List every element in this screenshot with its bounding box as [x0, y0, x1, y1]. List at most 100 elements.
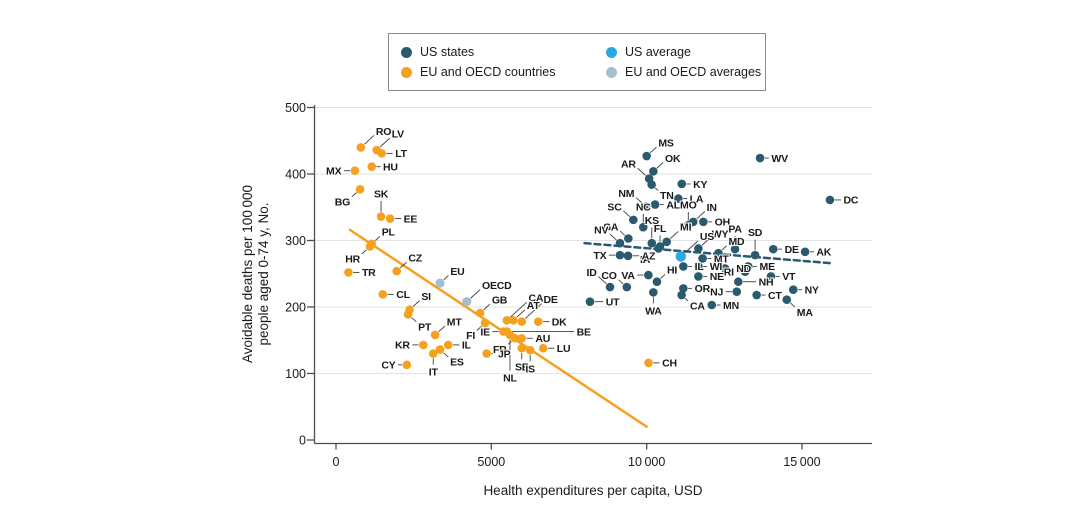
point-MN: [707, 300, 717, 310]
point-label-PA: PA: [728, 223, 742, 235]
x-tick-label: 10 000: [628, 455, 665, 469]
point-DC: [825, 195, 835, 205]
point-CY: [402, 360, 412, 370]
point-label-ES: ES: [450, 357, 464, 369]
point-label-MT: MT: [714, 253, 730, 265]
point-MT: [698, 254, 707, 263]
point-NV: [615, 238, 625, 248]
legend-item-us-average: US average: [606, 46, 765, 59]
point-SK: [376, 212, 386, 221]
eu-oecd-trendline: [348, 228, 648, 428]
point-label-GA: GA: [603, 221, 619, 233]
point-label-RO: RO: [376, 126, 391, 138]
point-label-MA: MA: [797, 307, 814, 319]
point-label-MI: MI: [680, 222, 692, 234]
point-label-TR: TR: [362, 267, 376, 279]
point-GA: [624, 234, 633, 243]
point-OECD: [462, 297, 472, 307]
point-HU: [367, 162, 377, 171]
point-IA: [654, 244, 663, 253]
point-label-PL: PL: [382, 227, 396, 239]
point-NH: [734, 277, 743, 287]
point-label-SC: SC: [607, 201, 622, 213]
point-label-MT: MT: [447, 316, 463, 328]
point-label-CA: CA: [529, 293, 544, 305]
point-label-AR: AR: [621, 159, 636, 171]
point-label-DK: DK: [552, 316, 567, 328]
point-label-IT: IT: [429, 367, 439, 379]
point-CA: [502, 316, 512, 325]
x-tick-label: 0: [333, 455, 340, 469]
point-CO: [622, 282, 632, 292]
point-AK: [800, 247, 810, 257]
point-label-NJ: NJ: [710, 287, 723, 299]
y-tick-label: 500: [285, 101, 306, 115]
legend-item-us-states: US states: [401, 46, 606, 59]
point-label-NH: NH: [759, 277, 774, 289]
point-label-NM: NM: [618, 188, 634, 200]
point-label-IL: IL: [695, 261, 705, 273]
x-tick-label: 5000: [477, 455, 505, 469]
point-ID: [605, 282, 615, 292]
point-KY: [677, 179, 687, 189]
point-AL: [650, 200, 660, 209]
point-label-KS: KS: [645, 215, 659, 227]
point-NY: [789, 285, 798, 295]
point-TN: [647, 180, 656, 189]
point-label-SK: SK: [374, 189, 389, 201]
point-label-HU: HU: [383, 161, 398, 173]
point-label-AK: AK: [816, 247, 831, 259]
point-label-US: US: [700, 231, 714, 243]
point-IS: [525, 345, 535, 355]
point-label-DC: DC: [844, 195, 859, 207]
point-label-ME: ME: [760, 261, 776, 273]
point-label-IL: IL: [462, 340, 472, 352]
point-AT: [509, 316, 518, 325]
point-label-NC: NC: [636, 201, 651, 213]
point-PA: [730, 244, 740, 254]
label-leader-lines: [343, 135, 842, 371]
point-label-LU: LU: [557, 343, 571, 355]
point-label-DE: DE: [543, 294, 557, 306]
us-average-dot-icon: [606, 46, 617, 58]
chart-legend: US states US average EU and OECD countri…: [388, 33, 766, 91]
point-US: [675, 251, 687, 262]
point-label-IS: IS: [525, 363, 535, 375]
point-label-NV: NV: [594, 225, 608, 237]
point-TX: [615, 250, 625, 260]
y-tick-label: 400: [285, 168, 306, 182]
point-label-CT: CT: [768, 290, 782, 302]
point-CA: [677, 290, 686, 300]
point-label-WV: WV: [771, 153, 788, 165]
point-ND: [720, 264, 730, 273]
point-IN: [688, 217, 698, 227]
point-label-BE: BE: [577, 326, 591, 338]
point-label-FL: FL: [654, 223, 667, 235]
point-LA: [674, 194, 683, 203]
point-WI: [694, 262, 703, 271]
point-SE: [517, 343, 527, 353]
point-MI: [662, 237, 672, 247]
point-label-OK: OK: [665, 153, 681, 165]
point-label-SI: SI: [421, 291, 431, 303]
point-IT: [428, 349, 438, 358]
point-label-HR: HR: [345, 254, 360, 266]
point-NM: [641, 202, 651, 211]
legend-item-label: EU and OECD countries: [420, 64, 556, 79]
point-label-AL: AL: [666, 199, 680, 211]
point-DE: [768, 244, 778, 254]
point-RO: [356, 143, 366, 152]
legend-item-eu-oecd-countries: EU and OECD countries: [401, 66, 606, 79]
point-label-CO: CO: [601, 270, 616, 282]
eu-oecd-countries-dot-icon: [401, 66, 412, 78]
point-label-AU: AU: [535, 333, 550, 345]
legend-item-eu-oecd-averages: EU and OECD averages: [606, 66, 765, 79]
point-KS: [647, 238, 657, 248]
point-LT: [377, 149, 386, 158]
legend-item-label: US average: [625, 44, 692, 59]
point-label-TN: TN: [660, 190, 674, 202]
data-points: [344, 143, 835, 370]
point-label-IA: IA: [640, 254, 651, 266]
point-SC: [629, 215, 638, 225]
point-AU: [517, 333, 527, 343]
